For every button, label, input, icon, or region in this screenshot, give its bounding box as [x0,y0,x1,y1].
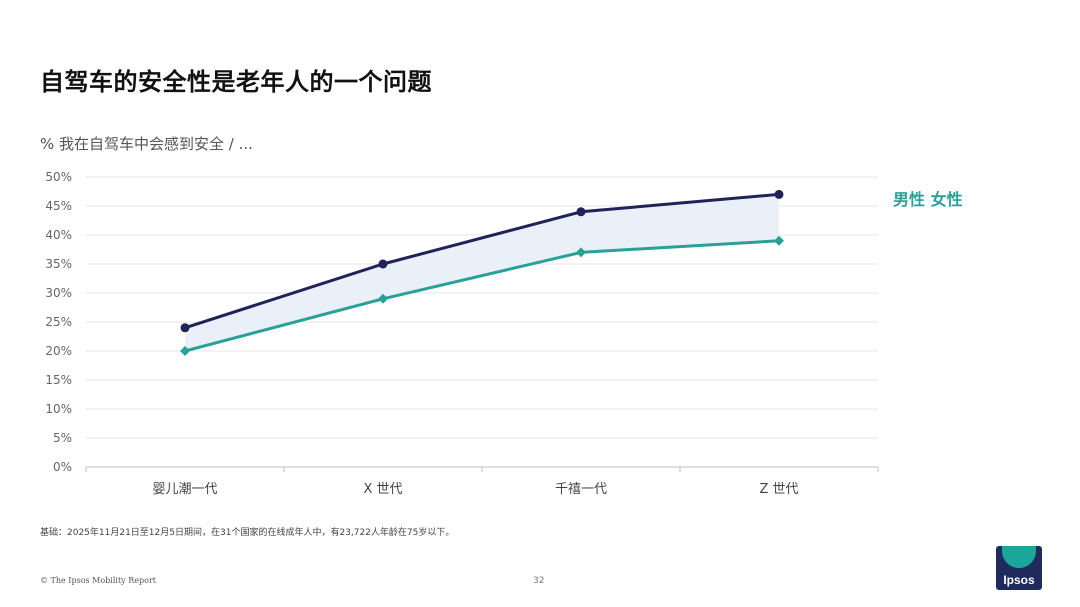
data-point-male [378,259,388,269]
x-tick-label: 婴儿潮一代 [152,482,217,497]
page-number: 32 [533,576,545,586]
logo-text: Ipsos [1003,573,1035,587]
data-point-female [576,247,586,258]
series-line-female [184,239,780,353]
x-tick-label: 千禧一代 [555,482,607,497]
y-tick-label: 30% [45,286,72,300]
data-point-female [774,235,784,246]
y-tick-label: 45% [45,199,72,213]
footer-copyright: © The Ipsos Mobility Report [40,576,156,585]
chart-subtitle: % 我在自驾车中会感到安全 / ... [40,135,253,153]
data-point-male [774,189,784,199]
chart-legend: 男性 女性 [893,187,963,213]
data-point-male [576,207,586,217]
y-tick-label: 40% [45,228,72,242]
y-tick-label: 0% [53,460,72,474]
y-tick-label: 20% [45,344,72,358]
page-title: 自驾车的安全性是老年人的一个问题 [40,68,432,96]
x-tick-label: Z 世代 [759,482,798,497]
legend-label-female: 女性 [930,190,963,209]
data-point-male [180,323,190,333]
x-tick-label: X 世代 [363,482,402,497]
series-gap-band [185,194,779,351]
logo-swoosh [1002,546,1036,568]
y-tick-label: 50% [45,170,72,184]
source-note: 基础：2025年11月21日至12月5日期间，在31个国家的在线成年人中，有23… [40,528,455,538]
data-point-female [180,346,190,356]
y-tick-label: 25% [45,315,72,329]
series-line-male [184,192,780,330]
y-tick-label: 5% [53,431,72,445]
y-tick-label: 10% [45,402,72,416]
y-tick-label: 15% [45,373,72,387]
ipsos-logo: Ipsos [996,546,1042,590]
y-tick-label: 35% [45,257,72,271]
legend-label-male: 男性 [893,190,926,209]
data-point-female [378,293,388,304]
